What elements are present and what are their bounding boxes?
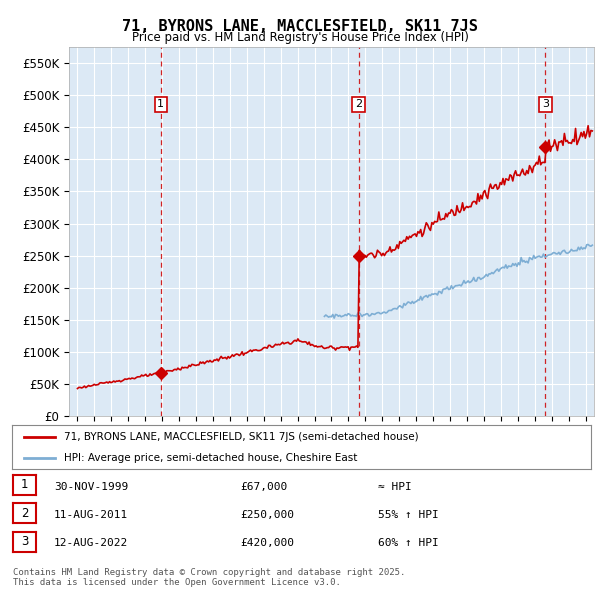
- Text: 30-NOV-1999: 30-NOV-1999: [54, 482, 128, 491]
- Text: 71, BYRONS LANE, MACCLESFIELD, SK11 7JS (semi-detached house): 71, BYRONS LANE, MACCLESFIELD, SK11 7JS …: [64, 432, 419, 442]
- Text: 71, BYRONS LANE, MACCLESFIELD, SK11 7JS: 71, BYRONS LANE, MACCLESFIELD, SK11 7JS: [122, 19, 478, 34]
- Text: £420,000: £420,000: [240, 539, 294, 548]
- Text: 1: 1: [157, 99, 164, 109]
- Text: 12-AUG-2022: 12-AUG-2022: [54, 539, 128, 548]
- Text: 1: 1: [21, 478, 28, 491]
- Text: Contains HM Land Registry data © Crown copyright and database right 2025.
This d: Contains HM Land Registry data © Crown c…: [13, 568, 406, 587]
- Text: 11-AUG-2011: 11-AUG-2011: [54, 510, 128, 520]
- Text: 3: 3: [21, 535, 28, 548]
- Text: 2: 2: [355, 99, 362, 109]
- Text: HPI: Average price, semi-detached house, Cheshire East: HPI: Average price, semi-detached house,…: [64, 453, 358, 463]
- Text: £250,000: £250,000: [240, 510, 294, 520]
- Text: £67,000: £67,000: [240, 482, 287, 491]
- Text: ≈ HPI: ≈ HPI: [378, 482, 412, 491]
- Text: 55% ↑ HPI: 55% ↑ HPI: [378, 510, 439, 520]
- Text: 60% ↑ HPI: 60% ↑ HPI: [378, 539, 439, 548]
- Text: 3: 3: [542, 99, 549, 109]
- Text: Price paid vs. HM Land Registry's House Price Index (HPI): Price paid vs. HM Land Registry's House …: [131, 31, 469, 44]
- Text: 2: 2: [21, 507, 28, 520]
